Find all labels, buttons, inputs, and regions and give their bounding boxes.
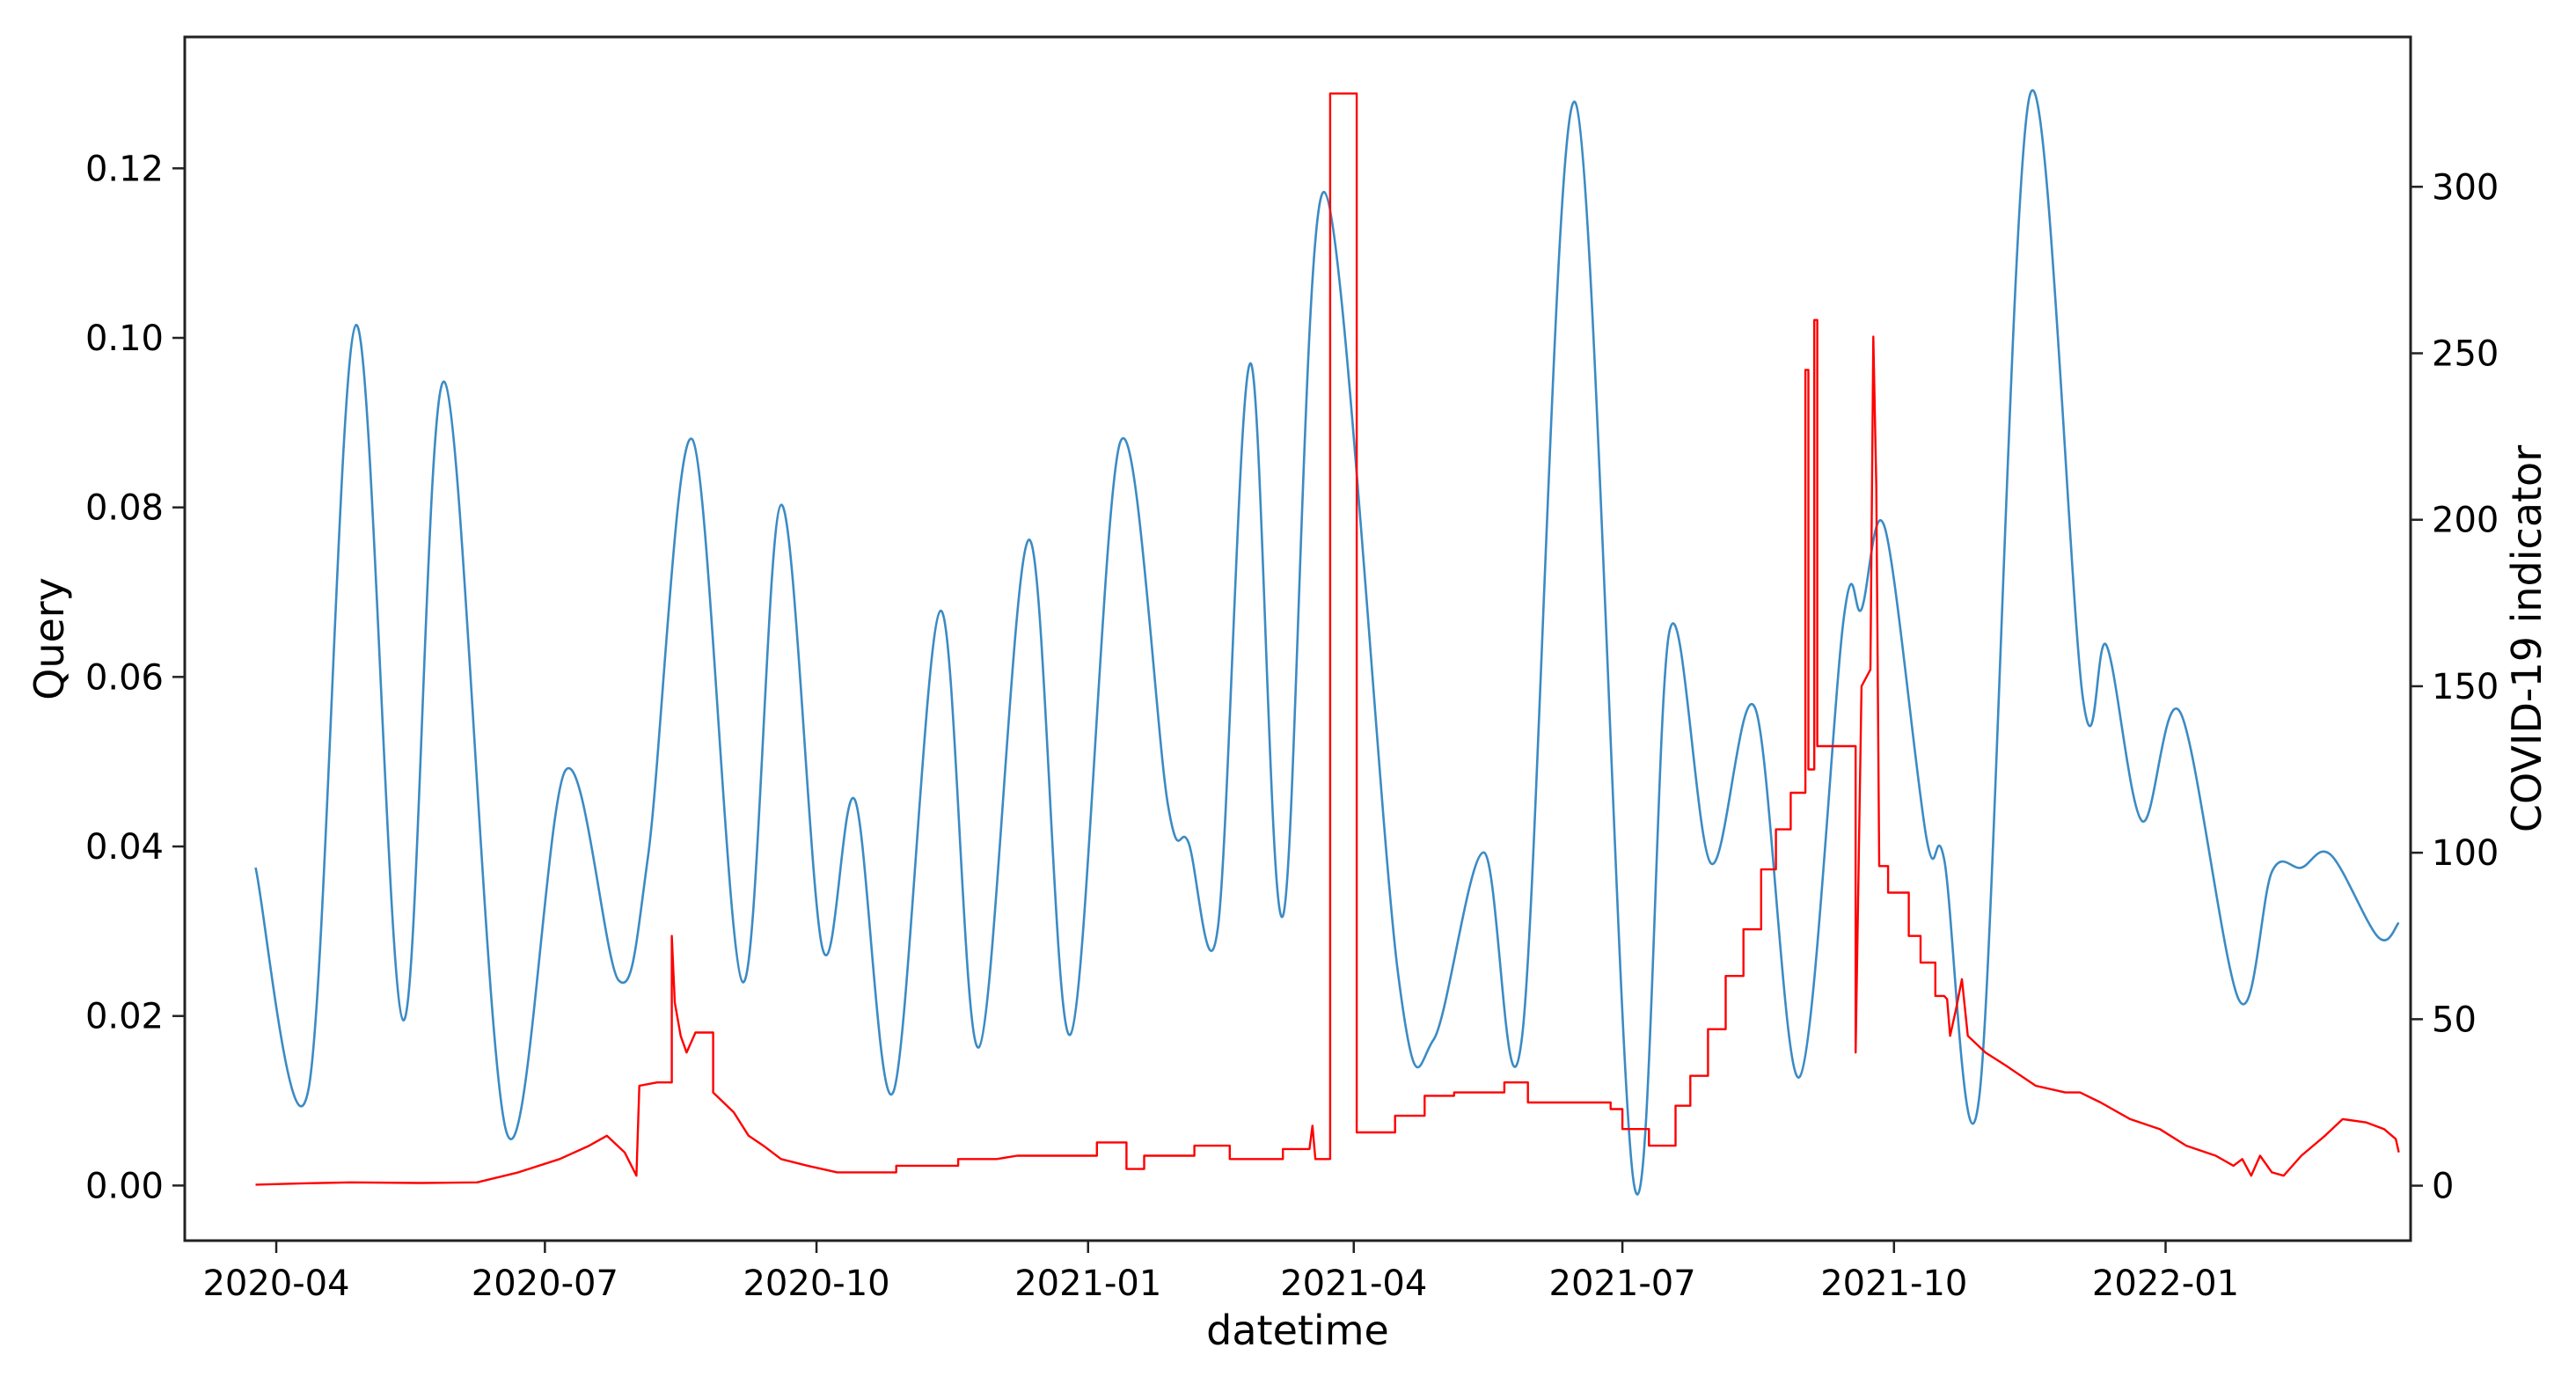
- y-right-tick-label: 100: [2432, 833, 2499, 874]
- y-axis-right: 0 50 100 150 200 250 300: [2411, 167, 2499, 1207]
- y-right-tick-label: 150: [2432, 667, 2499, 707]
- y-left-tick-label: 0.04: [85, 827, 164, 868]
- y-left-tick-label: 0.12: [85, 149, 164, 189]
- y-axis-right-label: COVID-19 indicator: [2503, 445, 2550, 832]
- x-axis: 2020-04 2020-07 2020-10 2021-01 2021-04 2021-…: [202, 1241, 2239, 1304]
- y-right-tick-label: 50: [2432, 1000, 2477, 1040]
- x-tick-label: 2020-10: [743, 1263, 889, 1304]
- series-line-2: [255, 92, 2400, 1186]
- plot-area-frame: [183, 35, 2412, 1242]
- y-left-tick-label: 0.10: [85, 319, 164, 359]
- y-left-tick-label: 0.06: [85, 657, 164, 698]
- y-left-tick-label: 0.00: [85, 1166, 164, 1206]
- x-tick-label: 2021-01: [1014, 1263, 1161, 1304]
- series-line-1: [254, 89, 2400, 1196]
- x-tick-label: 2021-10: [1820, 1263, 1967, 1304]
- x-axis-label: datetime: [1206, 1307, 1389, 1354]
- y-right-tick-label: 0: [2432, 1167, 2454, 1207]
- y-axis-left-label: Query: [26, 577, 73, 700]
- y-right-tick-label: 200: [2432, 501, 2499, 541]
- x-tick-label: 2021-04: [1280, 1263, 1427, 1304]
- series-layer: [254, 89, 2400, 1196]
- y-right-tick-label: 300: [2432, 167, 2499, 208]
- y-axis-left: 0.00 0.02 0.04 0.06 0.08 0.10 0.12: [85, 149, 185, 1206]
- y-left-tick-label: 0.02: [85, 997, 164, 1037]
- x-tick-label: 2021-07: [1549, 1263, 1696, 1304]
- x-tick-label: 2022-01: [2092, 1263, 2239, 1304]
- y-right-tick-label: 250: [2432, 334, 2499, 375]
- x-tick-label: 2020-07: [472, 1263, 618, 1304]
- x-tick-label: 2020-04: [202, 1263, 349, 1304]
- y-left-tick-label: 0.08: [85, 488, 164, 529]
